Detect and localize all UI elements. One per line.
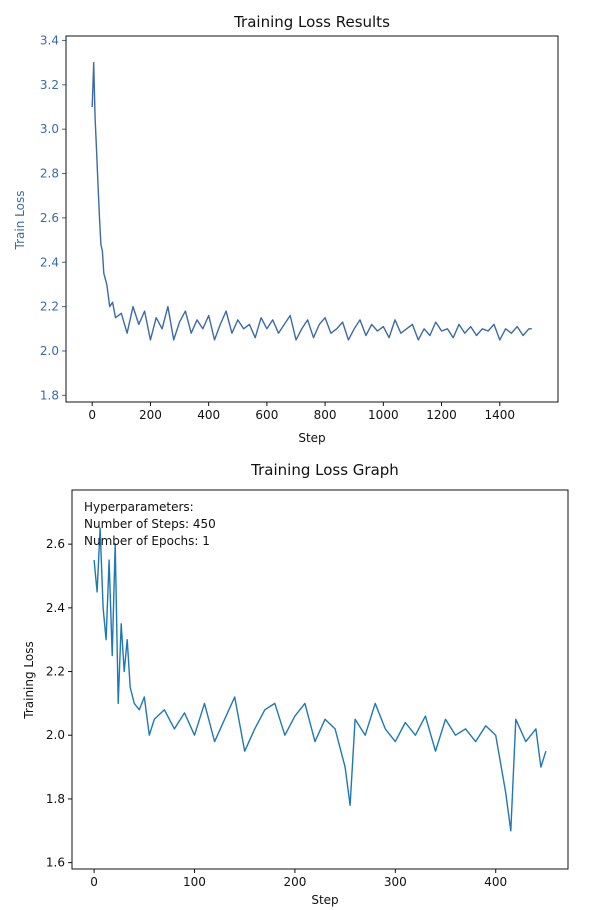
x-tick-label: 1000 bbox=[368, 408, 399, 422]
x-tick-label: 100 bbox=[183, 875, 206, 889]
chart2-frame bbox=[71, 489, 569, 870]
y-tick-label: 2.4 bbox=[40, 255, 59, 269]
chart1-frame bbox=[65, 35, 559, 403]
x-tick-label: 300 bbox=[384, 875, 407, 889]
hyperparameters-heading: Hyperparameters: bbox=[84, 500, 194, 514]
x-tick-label: 1200 bbox=[426, 408, 457, 422]
x-tick-label: 1400 bbox=[485, 408, 516, 422]
series-line bbox=[91, 61, 532, 341]
x-tick-label: 200 bbox=[283, 875, 306, 889]
y-tick-label: 1.8 bbox=[46, 792, 65, 806]
y-tick-label: 1.6 bbox=[46, 856, 65, 870]
chart1-title: Training Loss Results bbox=[233, 13, 390, 31]
training-loss-results-chart: Training Loss Results Step Train Loss 0 2… bbox=[13, 13, 559, 445]
chart2-plot-area: 0 100 200 300 400 1.6 1.8 2.0 2.2 2.4 2.6 bbox=[46, 527, 547, 889]
chart2-xlabel: Step bbox=[311, 893, 338, 907]
series-line bbox=[93, 527, 547, 832]
x-tick-label: 600 bbox=[255, 408, 278, 422]
chart2-ylabel: Training Loss bbox=[22, 641, 36, 719]
chart1-plot-area: 0 200 400 600 800 1000 1200 1400 1.8 2.0 2.2 2.4 2.6… bbox=[40, 33, 532, 422]
x-tick-label: 0 bbox=[88, 408, 96, 422]
y-tick-label: 1.8 bbox=[40, 388, 59, 402]
chart1-xlabel: Step bbox=[298, 431, 325, 445]
y-tick-label: 2.8 bbox=[40, 167, 59, 181]
y-tick-label: 2.6 bbox=[46, 537, 65, 551]
x-tick-label: 400 bbox=[484, 875, 507, 889]
chart1-ylabel: Train Loss bbox=[13, 191, 27, 251]
y-tick-label: 2.6 bbox=[40, 211, 59, 225]
x-tick-label: 0 bbox=[90, 875, 98, 889]
hyperparameters-steps: Number of Steps: 450 bbox=[84, 517, 216, 531]
y-tick-label: 3.0 bbox=[40, 122, 59, 136]
y-tick-label: 3.4 bbox=[40, 33, 59, 47]
hyperparameters-epochs: Number of Epochs: 1 bbox=[84, 534, 210, 548]
y-tick-label: 2.2 bbox=[40, 300, 59, 314]
y-tick-label: 2.0 bbox=[40, 344, 59, 358]
y-tick-label: 2.0 bbox=[46, 728, 65, 742]
y-tick-label: 2.4 bbox=[46, 601, 65, 615]
training-loss-graph-chart: Training Loss Graph Step Training Loss 0… bbox=[22, 461, 569, 907]
chart2-title: Training Loss Graph bbox=[250, 461, 399, 479]
x-tick-label: 200 bbox=[139, 408, 162, 422]
x-tick-label: 800 bbox=[314, 408, 337, 422]
y-tick-label: 2.2 bbox=[46, 665, 65, 679]
x-tick-label: 400 bbox=[197, 408, 220, 422]
y-tick-label: 3.2 bbox=[40, 78, 59, 92]
